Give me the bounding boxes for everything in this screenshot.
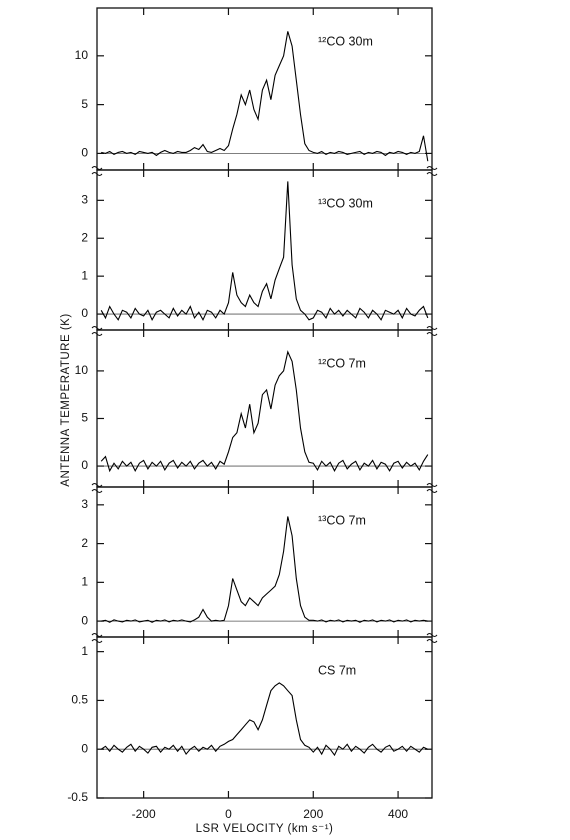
axis-break: [91, 483, 103, 487]
y-tick-label: 1: [81, 268, 88, 282]
axis-break: [426, 489, 438, 493]
y-tick-label: 1: [81, 644, 88, 658]
axis-break: [91, 639, 103, 643]
axis-break: [426, 326, 438, 330]
axis-break: [426, 483, 438, 487]
panel-label: CS 7m: [318, 663, 356, 677]
panel-label: ¹²CO 30m: [318, 34, 373, 48]
y-tick-label: 3: [81, 193, 88, 207]
y-tick-label: 1: [81, 575, 88, 589]
axis-break: [91, 489, 103, 493]
y-tick-label: 5: [81, 97, 88, 111]
y-tick-label: 10: [75, 363, 89, 377]
axis-break: [426, 639, 438, 643]
axis-break: [426, 166, 438, 170]
y-tick-label: 2: [81, 536, 88, 550]
axis-break: [91, 166, 103, 170]
spectrum-line: [100, 682, 429, 757]
axis-break: [426, 633, 438, 637]
axis-break: [91, 332, 103, 336]
y-tick-label: 0: [81, 146, 88, 160]
y-tick-label: 0: [81, 458, 88, 472]
y-tick-label: 10: [75, 48, 89, 62]
y-axis-label: ANTENNA TEMPERATURE (K): [60, 313, 72, 486]
y-tick-label: -0.5: [67, 790, 88, 804]
panel-label: ¹³CO 7m: [318, 513, 366, 527]
y-tick-label: 0.5: [71, 693, 88, 707]
spectrum-line: [101, 31, 429, 162]
spectrum-line: [100, 350, 429, 473]
spectrum-line: [101, 516, 428, 623]
y-tick-label: 2: [81, 230, 88, 244]
x-tick-label: 0: [225, 807, 232, 821]
axis-break: [426, 172, 438, 176]
x-tick-label: -200: [132, 807, 156, 821]
y-tick-label: 0: [81, 613, 88, 627]
panel-frame: [96, 636, 433, 799]
axis-break: [426, 332, 438, 336]
axis-break: [91, 326, 103, 330]
x-tick-label: 200: [303, 807, 323, 821]
y-tick-label: 3: [81, 497, 88, 511]
y-tick-label: 5: [81, 411, 88, 425]
x-axis-label: LSR VELOCITY (km s⁻¹): [196, 823, 334, 835]
axis-break: [91, 633, 103, 637]
panel-label: ¹²CO 7m: [318, 356, 366, 370]
axis-break: [91, 172, 103, 176]
y-tick-label: 0: [81, 741, 88, 755]
x-tick-label: 400: [388, 807, 408, 821]
spectrum-line: [100, 181, 429, 322]
panel-label: ¹³CO 30m: [318, 196, 373, 210]
y-tick-label: 0: [81, 306, 88, 320]
